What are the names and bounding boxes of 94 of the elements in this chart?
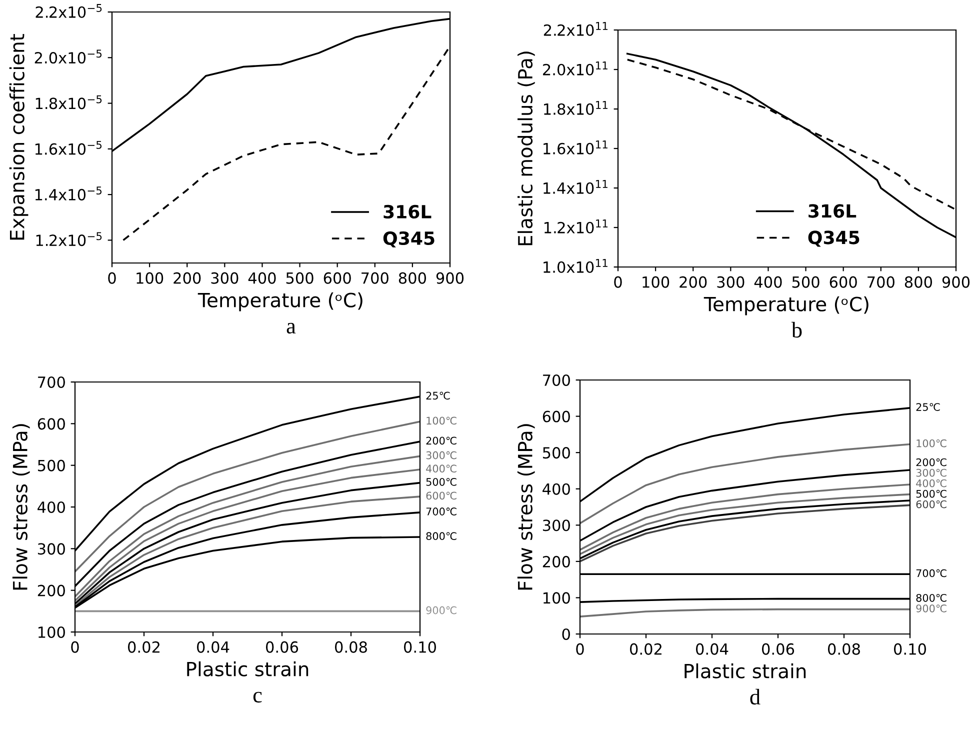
- y-tick-label: 400: [38, 501, 65, 514]
- x-tick-label: 800: [398, 272, 426, 284]
- legend-label: 316L: [384, 204, 432, 219]
- y-tick-label: 700: [38, 376, 65, 388]
- text: a: [286, 322, 296, 334]
- series-label: 700℃: [426, 508, 456, 516]
- series-label: 600℃: [916, 500, 946, 508]
- x-tick-label: 700: [362, 272, 388, 284]
- series-label: 400℃: [916, 479, 946, 488]
- y-tick-label: 500: [38, 460, 65, 472]
- x-tick-label: 600: [830, 276, 857, 288]
- legend-label: Q345: [383, 231, 434, 248]
- legend-label: 316L: [808, 204, 856, 218]
- series-label: 400℃: [426, 464, 456, 473]
- x-tick-label: 0.10: [894, 643, 926, 655]
- y-tick-label: 1.4x10$^{−5}$: [35, 186, 102, 200]
- series-label: 700℃: [916, 569, 946, 578]
- x-tick-label: 200: [174, 272, 201, 284]
- y-tick-label: 2.0x10$^{−5}$: [34, 50, 102, 64]
- x-axis-title: Plastic strain: [684, 663, 806, 678]
- y-tick-label: 1.8x10$^{−5}$: [36, 95, 102, 110]
- y-axis-title: Flow stress (MPa): [12, 424, 30, 590]
- series-label: 500℃: [426, 478, 456, 486]
- x-tick-label: 0.02: [630, 643, 662, 655]
- x-tick-label: 0.04: [197, 641, 230, 653]
- x-axis-title: Temperature (ᵒC): [198, 292, 362, 312]
- series-label: 500℃: [916, 490, 946, 498]
- x-tick-label: 500: [792, 276, 820, 288]
- y-tick-label: 0: [562, 628, 570, 640]
- text: c: [253, 692, 262, 703]
- x-tick-label: 0: [614, 276, 622, 288]
- x-tick-label: 0.06: [266, 641, 298, 653]
- series-label: 25℃: [426, 392, 450, 400]
- x-tick-label: 700: [868, 276, 894, 288]
- y-tick-label: 1.2x10$^{−5}$: [36, 232, 102, 246]
- x-tick-label: 0.02: [128, 641, 160, 653]
- y-tick-label: 100: [38, 626, 65, 638]
- series-label: 300℃: [916, 468, 946, 477]
- x-tick-label: 0.10: [404, 641, 436, 653]
- y-tick-label: 2.2x10$^{11}$: [544, 22, 608, 36]
- text: d: [750, 688, 760, 705]
- series-label: 600℃: [426, 492, 456, 500]
- y-tick-label: 200: [542, 556, 570, 568]
- y-tick-label: 600: [38, 418, 65, 430]
- series-label: 800℃: [426, 532, 456, 540]
- series-label: 800℃: [916, 594, 946, 602]
- y-tick-label: 300: [542, 520, 570, 532]
- y-tick-label: 2.2x10$^{−5}$: [36, 4, 102, 18]
- x-tick-label: 800: [904, 276, 932, 288]
- y-tick-label: 2.0x10$^{11}$: [543, 62, 608, 76]
- x-tick-label: 0.06: [762, 643, 794, 655]
- y-tick-label: 400: [542, 483, 570, 495]
- x-tick-label: 300: [211, 272, 238, 284]
- series-label: 100℃: [916, 439, 946, 448]
- series-label: 100℃: [426, 416, 456, 425]
- y-tick-label: 1.4x10$^{11}$: [544, 180, 608, 194]
- x-tick-label: 300: [717, 276, 744, 288]
- y-tick-label: 1.0x10$^{11}$: [544, 259, 608, 273]
- y-axis-title: Elastic modulus (Pa): [518, 52, 535, 246]
- x-tick-label: 0: [108, 272, 116, 284]
- x-tick-label: 900: [436, 272, 464, 284]
- x-tick-label: 400: [248, 272, 276, 284]
- series-label: 300℃: [426, 451, 456, 460]
- x-tick-label: 400: [754, 276, 782, 288]
- x-tick-label: 100: [136, 272, 164, 284]
- y-axis-title: Expansion coefficient: [9, 34, 28, 240]
- series-label: 900℃: [916, 604, 946, 612]
- y-tick-label: 600: [542, 410, 570, 422]
- series-label: 200℃: [426, 436, 456, 445]
- text: b: [791, 322, 802, 338]
- x-tick-label: 200: [680, 276, 707, 288]
- series-label: 25℃: [916, 403, 940, 411]
- y-tick-label: 1.8x10$^{11}$: [544, 101, 608, 115]
- series-label: 200℃: [916, 458, 946, 466]
- y-tick-label: 1.6x10$^{−5}$: [35, 140, 102, 155]
- x-tick-label: 900: [942, 276, 970, 288]
- x-tick-label: 600: [324, 272, 351, 284]
- y-axis-title: Flow stress (MPa): [517, 424, 535, 590]
- y-tick-label: 1.6x10$^{11}$: [544, 140, 608, 154]
- legend-label: Q345: [808, 230, 860, 247]
- x-tick-label: 0.08: [828, 643, 860, 655]
- x-axis-title: Plastic strain: [187, 661, 308, 676]
- x-axis-title: Temperature (ᵒC): [704, 296, 868, 316]
- x-tick-label: 500: [286, 272, 314, 284]
- y-tick-label: 700: [543, 374, 570, 386]
- y-tick-label: 500: [542, 447, 570, 459]
- y-tick-label: 300: [38, 543, 65, 555]
- y-tick-label: 1.2x10$^{11}$: [544, 220, 608, 234]
- x-tick-label: 100: [642, 276, 670, 288]
- y-tick-label: 100: [543, 592, 570, 604]
- y-tick-label: 200: [38, 584, 65, 596]
- series-label: 900℃: [426, 606, 456, 614]
- x-tick-label: 0.08: [335, 641, 367, 653]
- x-tick-label: 0.04: [696, 643, 728, 655]
